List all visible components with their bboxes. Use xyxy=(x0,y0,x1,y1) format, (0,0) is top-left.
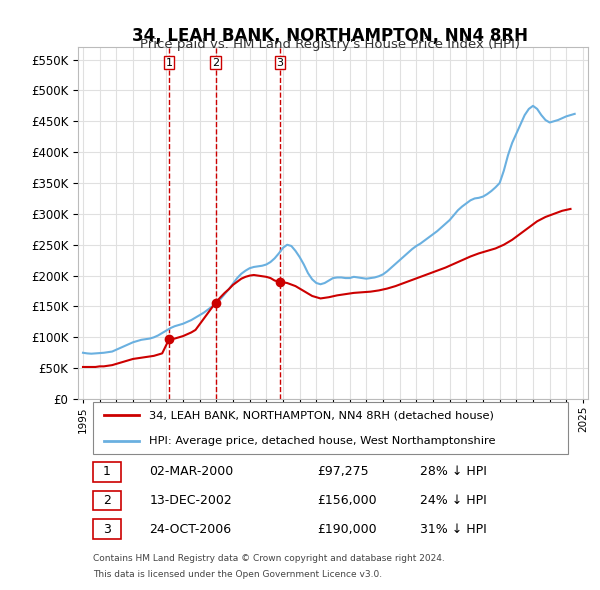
Text: 2: 2 xyxy=(212,58,219,68)
Text: This data is licensed under the Open Government Licence v3.0.: This data is licensed under the Open Gov… xyxy=(94,570,382,579)
Text: £97,275: £97,275 xyxy=(318,466,370,478)
Text: £190,000: £190,000 xyxy=(318,523,377,536)
FancyBboxPatch shape xyxy=(94,519,121,539)
Text: HPI: Average price, detached house, West Northamptonshire: HPI: Average price, detached house, West… xyxy=(149,435,496,445)
Text: 34, LEAH BANK, NORTHAMPTON, NN4 8RH: 34, LEAH BANK, NORTHAMPTON, NN4 8RH xyxy=(132,27,528,45)
Text: Contains HM Land Registry data © Crown copyright and database right 2024.: Contains HM Land Registry data © Crown c… xyxy=(94,554,445,563)
Text: 13-DEC-2002: 13-DEC-2002 xyxy=(149,494,232,507)
Text: 2: 2 xyxy=(103,494,111,507)
FancyBboxPatch shape xyxy=(94,491,121,510)
FancyBboxPatch shape xyxy=(94,462,121,481)
Text: 1: 1 xyxy=(103,466,111,478)
Text: 02-MAR-2000: 02-MAR-2000 xyxy=(149,466,233,478)
Text: 1: 1 xyxy=(166,58,173,68)
Text: 34, LEAH BANK, NORTHAMPTON, NN4 8RH (detached house): 34, LEAH BANK, NORTHAMPTON, NN4 8RH (det… xyxy=(149,410,494,420)
Text: 3: 3 xyxy=(103,523,111,536)
Text: 24-OCT-2006: 24-OCT-2006 xyxy=(149,523,232,536)
Text: Price paid vs. HM Land Registry's House Price Index (HPI): Price paid vs. HM Land Registry's House … xyxy=(140,38,520,51)
Text: 3: 3 xyxy=(277,58,283,68)
FancyBboxPatch shape xyxy=(94,402,568,454)
Text: 31% ↓ HPI: 31% ↓ HPI xyxy=(420,523,487,536)
Text: £156,000: £156,000 xyxy=(318,494,377,507)
Text: 24% ↓ HPI: 24% ↓ HPI xyxy=(420,494,487,507)
Text: 28% ↓ HPI: 28% ↓ HPI xyxy=(420,466,487,478)
